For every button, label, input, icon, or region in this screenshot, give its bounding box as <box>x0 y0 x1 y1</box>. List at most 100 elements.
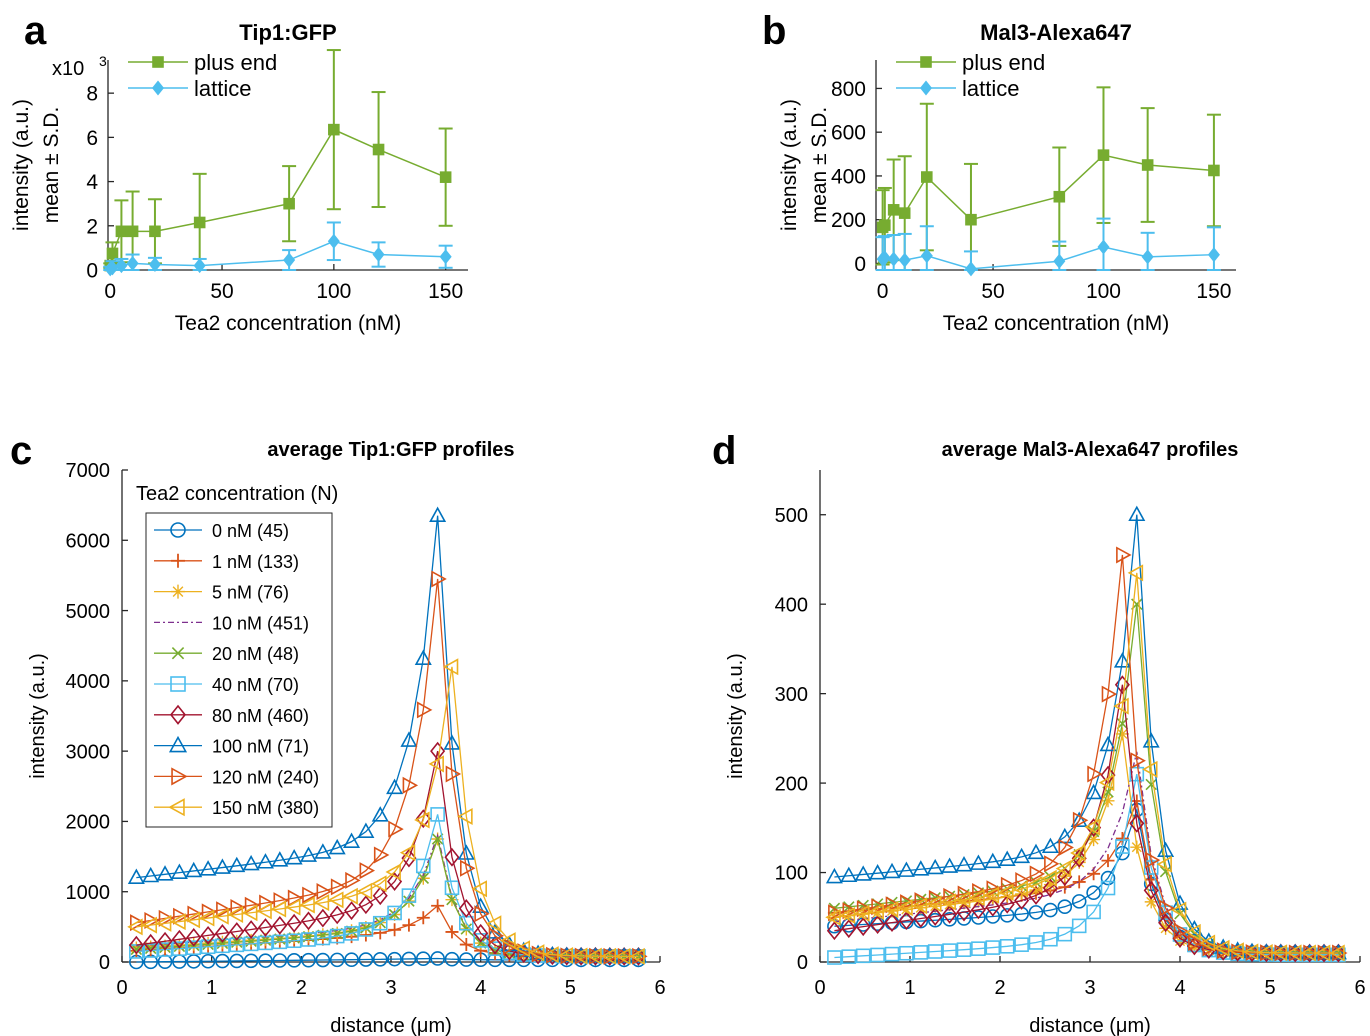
data-point <box>243 920 259 939</box>
data-point <box>106 247 119 260</box>
data-point <box>969 854 987 870</box>
chart-title: average Tip1:GFP profiles <box>267 439 514 461</box>
legend-marker <box>151 80 165 96</box>
data-point <box>985 897 1001 917</box>
y-axis-label: mean ± S.D. <box>40 107 63 224</box>
data-point <box>184 911 201 929</box>
x-tick-label: 4 <box>475 977 486 999</box>
data-point <box>964 261 977 277</box>
data-point <box>300 911 317 931</box>
data-point <box>415 951 431 967</box>
x-tick-label: 100 <box>1086 280 1121 303</box>
series-line <box>882 154 1214 228</box>
data-point <box>142 866 160 883</box>
data-point <box>227 906 244 924</box>
x-tick-label: 5 <box>1264 977 1275 999</box>
data-point <box>1228 942 1244 960</box>
data-point <box>200 953 216 969</box>
y-tick-label: 500 <box>775 505 808 527</box>
data-point <box>359 862 376 880</box>
data-point <box>270 900 287 918</box>
data-point <box>1101 685 1118 703</box>
data-point <box>330 878 347 896</box>
y-tick-label: 600 <box>831 122 866 145</box>
data-point <box>1142 760 1158 778</box>
data-point <box>473 923 489 943</box>
data-point <box>517 943 533 961</box>
data-point <box>1058 838 1074 856</box>
data-point <box>1055 860 1072 878</box>
data-point <box>1173 922 1190 940</box>
data-point <box>155 914 172 932</box>
data-point <box>914 892 930 910</box>
series-line <box>109 128 446 266</box>
data-point <box>387 905 402 921</box>
data-point <box>127 868 145 884</box>
x-tick-label: 50 <box>210 280 233 303</box>
legend-marker <box>171 767 188 786</box>
data-point <box>316 883 332 901</box>
data-point <box>1114 675 1130 695</box>
data-point <box>999 938 1015 954</box>
data-point <box>1029 865 1046 883</box>
data-point <box>971 941 986 956</box>
data-point <box>372 915 388 931</box>
data-point <box>956 942 972 957</box>
data-point <box>828 904 844 922</box>
data-point <box>1041 837 1059 854</box>
data-point <box>141 916 158 934</box>
data-point <box>300 846 318 862</box>
data-point <box>878 250 891 266</box>
data-point <box>257 918 273 937</box>
series-lattice <box>103 221 453 277</box>
panel-letter-a: a <box>24 9 47 53</box>
data-point <box>1072 855 1086 869</box>
x-tick-label: 100 <box>316 280 351 303</box>
data-point <box>942 943 957 958</box>
data-point <box>285 848 303 865</box>
data-point <box>272 934 288 950</box>
data-point <box>1207 247 1220 263</box>
data-point <box>301 932 316 947</box>
y-axis-label: intensity (a.u.) <box>778 99 801 231</box>
data-point <box>1216 942 1233 960</box>
data-point <box>283 197 295 210</box>
legend-marker <box>920 56 932 68</box>
data-point <box>474 905 490 923</box>
data-point <box>313 894 330 912</box>
data-point <box>899 945 914 961</box>
y-tick-label: 0 <box>797 952 808 974</box>
data-point <box>439 171 452 183</box>
legend-title: Tea2 concentration (N) <box>136 483 338 505</box>
x-axis-label: Tea2 concentration (nM) <box>175 312 401 335</box>
data-point <box>431 570 447 588</box>
data-point <box>1014 891 1030 910</box>
data-point <box>416 701 433 719</box>
data-point <box>428 755 444 773</box>
data-point <box>128 935 144 955</box>
data-point <box>887 251 900 267</box>
data-point <box>157 942 173 957</box>
x-tick-label: 1 <box>206 977 217 999</box>
data-point <box>1097 239 1110 255</box>
data-point <box>827 950 842 965</box>
data-point <box>458 899 474 918</box>
data-point <box>825 908 841 926</box>
data-point <box>399 844 416 862</box>
data-point <box>1057 867 1073 887</box>
data-point <box>343 832 361 848</box>
data-point <box>357 822 375 838</box>
data-point <box>955 856 973 872</box>
data-point <box>1185 923 1201 941</box>
data-point <box>471 880 487 898</box>
data-point <box>1329 944 1345 962</box>
x-tick-label: 0 <box>814 977 825 999</box>
y-tick-label: 7000 <box>66 460 111 482</box>
data-point <box>328 891 344 909</box>
data-point <box>940 893 956 911</box>
data-point <box>215 953 230 969</box>
data-point <box>841 919 857 939</box>
data-point <box>401 848 417 868</box>
data-point <box>1141 159 1154 171</box>
data-point <box>1129 813 1145 833</box>
